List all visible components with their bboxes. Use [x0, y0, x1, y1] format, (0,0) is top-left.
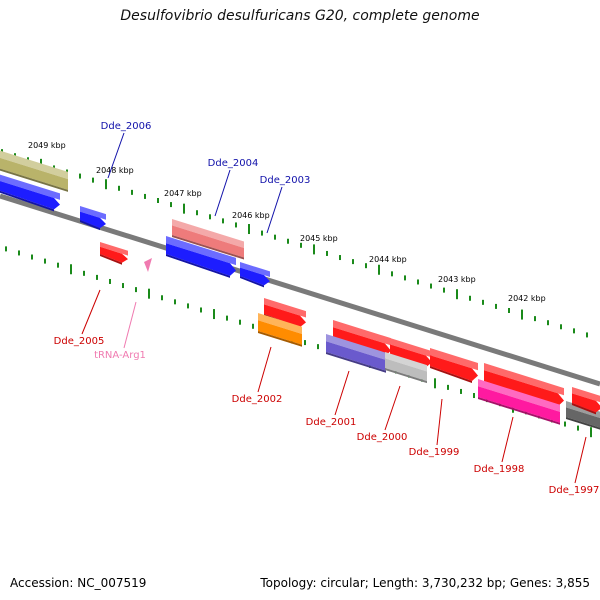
leader-line [334, 370, 350, 416]
gene-label: Dde_1999 [409, 447, 460, 458]
gene-blue-2[interactable] [166, 236, 236, 278]
gene-dde-2003[interactable] [240, 262, 270, 288]
gene-label: Dde_2003 [260, 175, 311, 186]
gene-label: Dde_2005 [54, 336, 105, 347]
gene-label: Dde_2002 [232, 394, 283, 405]
gene-dde-1998[interactable] [478, 379, 560, 425]
leader-line [214, 169, 231, 217]
gene-dde-2005[interactable] [100, 242, 128, 265]
leader-line [574, 436, 587, 484]
accession-label: Accession: NC_007519 [10, 576, 147, 590]
chart-title: Desulfovibrio desulfuricans G20, complet… [120, 8, 480, 24]
leader-line [107, 132, 125, 179]
gene-dde-2002[interactable] [258, 313, 302, 347]
gene-dde-1997[interactable] [572, 387, 600, 415]
gene-label: Dde_2000 [357, 432, 408, 443]
gene-label: Dde_1998 [474, 464, 525, 475]
topology-label: Topology: circular; Length: 3,730,232 bp… [260, 576, 590, 590]
label-leaders [81, 132, 587, 484]
scale-label: 2046 kbp [232, 211, 270, 220]
gene-label: Dde_2006 [101, 121, 152, 132]
leader-line [384, 385, 401, 431]
gene-dde-2006[interactable] [80, 206, 106, 231]
gene-label: Dde_1997 [549, 485, 600, 496]
leader-line [81, 289, 101, 335]
gene-dde-2000[interactable] [385, 352, 427, 384]
scale-label: 2043 kbp [438, 275, 476, 284]
scale-label: 2049 kbp [28, 141, 66, 150]
leader-line [436, 398, 443, 446]
leader-line [257, 346, 272, 393]
gene-dde-2001[interactable] [326, 334, 386, 373]
gene-olive[interactable] [0, 150, 68, 192]
scale-label: 2044 kbp [369, 255, 407, 264]
gene-label: tRNA-Arg1 [94, 350, 146, 361]
gene-label: Dde_2001 [306, 417, 357, 428]
scale-label: 2048 kbp [96, 166, 134, 175]
gene-trna-arg1[interactable] [144, 258, 152, 272]
leader-line [501, 416, 514, 463]
leader-line [266, 186, 283, 234]
scale-label: 2042 kbp [508, 294, 546, 303]
gene-blue-1[interactable] [0, 174, 60, 212]
gene-label: Dde_2004 [208, 158, 259, 169]
gene-features [0, 150, 600, 430]
scale-label: 2045 kbp [300, 234, 338, 243]
scale-labels: 2049 kbp 2048 kbp 2047 kbp 2046 kbp 2045 kbp… [28, 141, 546, 303]
scale-label: 2047 kbp [164, 189, 202, 198]
leader-line [123, 301, 137, 349]
gene-dde-1999[interactable] [430, 348, 478, 384]
gene-dde-2004[interactable] [172, 219, 244, 260]
